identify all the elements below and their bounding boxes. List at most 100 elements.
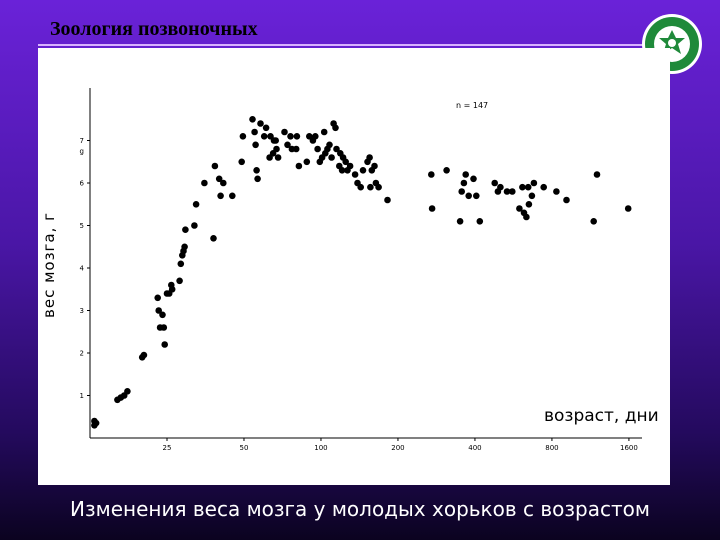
data-point (326, 141, 333, 149)
data-point (333, 145, 340, 153)
data-point (287, 133, 294, 140)
data-point (253, 167, 260, 174)
data-point (476, 218, 484, 225)
x-tick-label: 100 (314, 444, 327, 452)
data-point (553, 188, 560, 195)
x-tick-label: 200 (391, 444, 404, 452)
data-point (503, 188, 511, 195)
data-point (524, 183, 532, 191)
data-point (177, 260, 185, 268)
data-point (366, 154, 373, 161)
y-axis-title: вес мозга, г (40, 211, 58, 318)
data-point (460, 179, 468, 187)
y-tick-label: 2 (80, 350, 84, 358)
data-point (160, 324, 168, 331)
data-point (351, 171, 359, 178)
x-tick-label: 50 (240, 444, 249, 452)
data-point (239, 133, 247, 140)
data-point (182, 226, 189, 233)
data-point (257, 120, 264, 127)
data-point (491, 179, 499, 187)
x-tick-label: 1600 (620, 444, 638, 452)
data-point (161, 341, 168, 348)
data-point (201, 179, 208, 187)
data-point (462, 171, 470, 178)
data-point (509, 188, 516, 195)
data-point (293, 133, 301, 140)
sample-size-annotation: n = 147 (456, 101, 488, 110)
data-point (176, 277, 183, 285)
data-point (168, 286, 176, 293)
data-point (456, 218, 464, 225)
data-point (357, 183, 365, 191)
x-axis-title: возраст, дни (544, 406, 659, 426)
tick-labels: 1 2 3 4 5 6 7 g 25 50 100 200 400 800 1600 (80, 137, 638, 452)
data-point (470, 175, 477, 183)
data-point (473, 192, 480, 200)
data-point (497, 183, 504, 191)
data-point (428, 171, 435, 178)
data-point (249, 116, 256, 123)
data-point (342, 158, 350, 166)
data-point (238, 158, 245, 166)
data-point (281, 128, 288, 136)
data-point (624, 205, 632, 212)
data-point (519, 183, 526, 191)
data-point (124, 388, 131, 395)
data-point (154, 294, 161, 302)
data-point (590, 218, 597, 225)
data-point (272, 137, 279, 144)
data-point (458, 188, 466, 195)
slide-caption: Изменения веса мозга у молодых хорьков с… (70, 497, 650, 521)
data-point (274, 154, 282, 161)
data-point (375, 183, 382, 191)
data-point (303, 158, 311, 166)
title-divider (38, 44, 654, 46)
data-point (384, 196, 391, 204)
y-tick-label: 6 (80, 180, 85, 188)
data-point (159, 311, 166, 319)
data-point (292, 145, 300, 153)
y-unit-label: g (80, 148, 84, 156)
data-point (540, 183, 547, 191)
data-point (155, 307, 162, 314)
data-point (92, 419, 100, 427)
data-point (593, 171, 601, 178)
data-point (251, 128, 258, 136)
data-point (320, 128, 328, 136)
data-point (140, 351, 148, 359)
data-point (217, 192, 224, 200)
data-point (262, 124, 270, 132)
data-point (192, 201, 200, 208)
data-point (371, 162, 378, 170)
data-point (181, 243, 188, 251)
data-point (328, 154, 335, 161)
data-point (563, 196, 570, 204)
axes (87, 88, 642, 441)
data-point (295, 162, 303, 170)
data-point (312, 133, 319, 140)
data-point (220, 179, 227, 187)
scatter-chart: 1 2 3 4 5 6 7 g 25 50 100 200 400 800 1600 n = 147 (80, 88, 642, 452)
data-point (530, 179, 538, 187)
data-point (273, 145, 280, 153)
data-points (91, 116, 632, 429)
data-point (346, 162, 354, 170)
data-point (367, 183, 374, 191)
y-tick-label: 4 (80, 265, 85, 273)
slide-title: Зоология позвоночных (50, 18, 258, 40)
data-point (359, 167, 367, 174)
data-point (428, 205, 436, 212)
data-point (211, 162, 219, 170)
data-point (215, 175, 223, 183)
x-tick-label: 400 (468, 444, 481, 452)
data-point (528, 192, 536, 200)
x-tick-label: 25 (163, 444, 172, 452)
data-point (332, 124, 339, 132)
data-point (314, 145, 321, 153)
data-point (260, 133, 268, 140)
y-tick-label: 7 (80, 137, 84, 145)
chart-panel: 1 2 3 4 5 6 7 g 25 50 100 200 400 800 1600 n = 147 (38, 48, 670, 485)
data-point (284, 141, 291, 149)
data-point (210, 235, 217, 242)
